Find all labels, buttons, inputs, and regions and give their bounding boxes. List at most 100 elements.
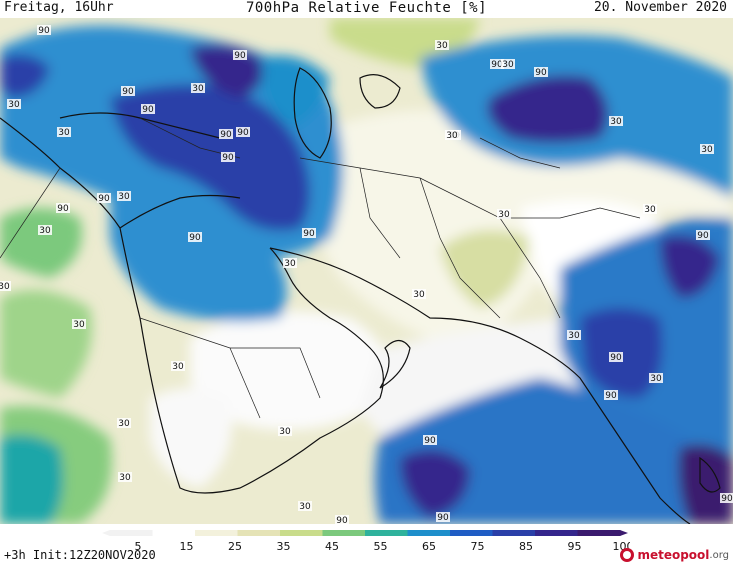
contour-label: 30	[436, 41, 448, 51]
contour-label: 90	[491, 60, 503, 70]
contour-label: 30	[299, 502, 311, 512]
contour-label: 90	[220, 130, 232, 140]
contour-label-bg	[72, 319, 86, 329]
init-time-label: +3h Init:12Z20NOV2020	[4, 548, 156, 562]
scale-tick-label: 5	[135, 540, 142, 553]
contour-label-bg	[236, 127, 250, 137]
contour-label-bg	[141, 104, 155, 114]
contour-label: 90	[303, 229, 315, 239]
contour-label: 90	[535, 68, 547, 78]
scale-band	[492, 530, 536, 536]
scale-tick-label: 65	[422, 540, 436, 553]
contour-label: 30	[58, 128, 70, 138]
logo-text: meteopool	[637, 548, 710, 562]
contour-label-bg	[643, 204, 657, 214]
meteopool-logo: meteopool .org	[620, 546, 729, 564]
scale-band	[152, 530, 196, 536]
country-borders	[0, 117, 641, 419]
contour-label-bg	[219, 129, 233, 139]
scale-band	[535, 530, 578, 536]
scale-band	[195, 530, 238, 536]
contour-label: 90	[234, 51, 246, 61]
contour-label-bg	[7, 99, 21, 109]
contour-label: 30	[701, 145, 713, 155]
contour-label-bg	[97, 193, 111, 203]
contour-label-bg	[490, 59, 504, 69]
scale-band	[280, 530, 323, 536]
contour-label: 90	[424, 436, 436, 446]
contour-label-bg	[302, 228, 316, 238]
contour-label-bg	[298, 501, 312, 511]
scale-band	[407, 530, 451, 536]
contour-label-bg	[38, 225, 52, 235]
contour-label: 30	[413, 290, 425, 300]
contour-label-bg	[435, 40, 449, 50]
contour-label-bg	[117, 418, 131, 428]
logo-tld: .org	[709, 549, 729, 561]
scale-band	[577, 530, 621, 536]
scale-tick-label: 35	[277, 540, 291, 553]
contour-label: 90	[610, 353, 622, 363]
color-scale-bar: 5152535455565758595100	[102, 530, 630, 553]
contour-label-bg	[501, 59, 515, 69]
contour-label: 90	[57, 204, 69, 214]
contour-label: 30	[192, 84, 204, 94]
contour-label: 90	[697, 231, 709, 241]
contour-label-bg	[604, 390, 618, 400]
logo-icon	[620, 548, 635, 562]
contour-label-bg	[436, 512, 450, 522]
scale-tick-label: 25	[228, 540, 242, 553]
contour-label: 30	[0, 282, 10, 292]
scale-tick-label: 95	[568, 540, 582, 553]
contour-label: 30	[644, 205, 656, 215]
contour-label-bg	[335, 515, 349, 524]
scale-tick-label: 45	[325, 540, 339, 553]
contour-label: 90	[189, 233, 201, 243]
contour-label: 30	[118, 192, 130, 202]
contour-label: 30	[118, 419, 130, 429]
contour-label: 30	[172, 362, 184, 372]
contour-label-bg	[117, 191, 131, 201]
scale-tick-label: 75	[471, 540, 485, 553]
contour-label: 90	[721, 494, 733, 504]
contour-label-bg	[700, 144, 714, 154]
contour-label: 30	[119, 473, 131, 483]
contour-label: 90	[237, 128, 249, 138]
contour-label: 30	[650, 374, 662, 384]
contour-label: 30	[568, 331, 580, 341]
scale-tick-label: 85	[519, 540, 533, 553]
contour-label: 90	[605, 391, 617, 401]
contour-label-bg	[278, 426, 292, 436]
contour-label: 30	[73, 320, 85, 330]
contour-label-bg	[412, 289, 426, 299]
contour-label: 30	[39, 226, 51, 236]
contour-label: 30	[610, 117, 622, 127]
contour-label: 30	[446, 131, 458, 141]
humidity-map: 90 90 90 90 90 90 90 90 90 90 90 90 90 90 90 90 90 90 90 90…	[0, 18, 733, 524]
contour-label: 90	[142, 105, 154, 115]
contour-label-bg	[283, 258, 297, 268]
scale-arrow-right	[620, 530, 628, 536]
contour-label-bg	[609, 352, 623, 362]
contour-label-bg	[534, 67, 548, 77]
contour-label: 90	[38, 26, 50, 36]
contour-label-bg	[649, 373, 663, 383]
humidity-map-canvas: 90 90 90 90 90 90 90 90 90 90 90 90 90 90 90 90 90 90 90 90…	[0, 18, 733, 524]
contour-label: 30	[498, 210, 510, 220]
map-title: 700hPa Relative Feuchte [%]	[245, 0, 488, 16]
contour-label: 90	[98, 194, 110, 204]
scale-band	[322, 530, 366, 536]
contour-label-bg	[423, 435, 437, 445]
contour-label-bg	[221, 152, 235, 162]
contour-label-bg	[720, 493, 733, 503]
scale-band	[110, 530, 153, 536]
scale-band	[237, 530, 281, 536]
humidity-field	[0, 18, 733, 524]
scale-tick-label: 55	[374, 540, 388, 553]
contour-label: 90	[222, 153, 234, 163]
scale-band	[365, 530, 408, 536]
valid-date-label: 20. November 2020	[593, 0, 727, 15]
contour-label-bg	[118, 472, 132, 482]
contour-label: 30	[502, 60, 514, 70]
contour-label-bg	[609, 116, 623, 126]
